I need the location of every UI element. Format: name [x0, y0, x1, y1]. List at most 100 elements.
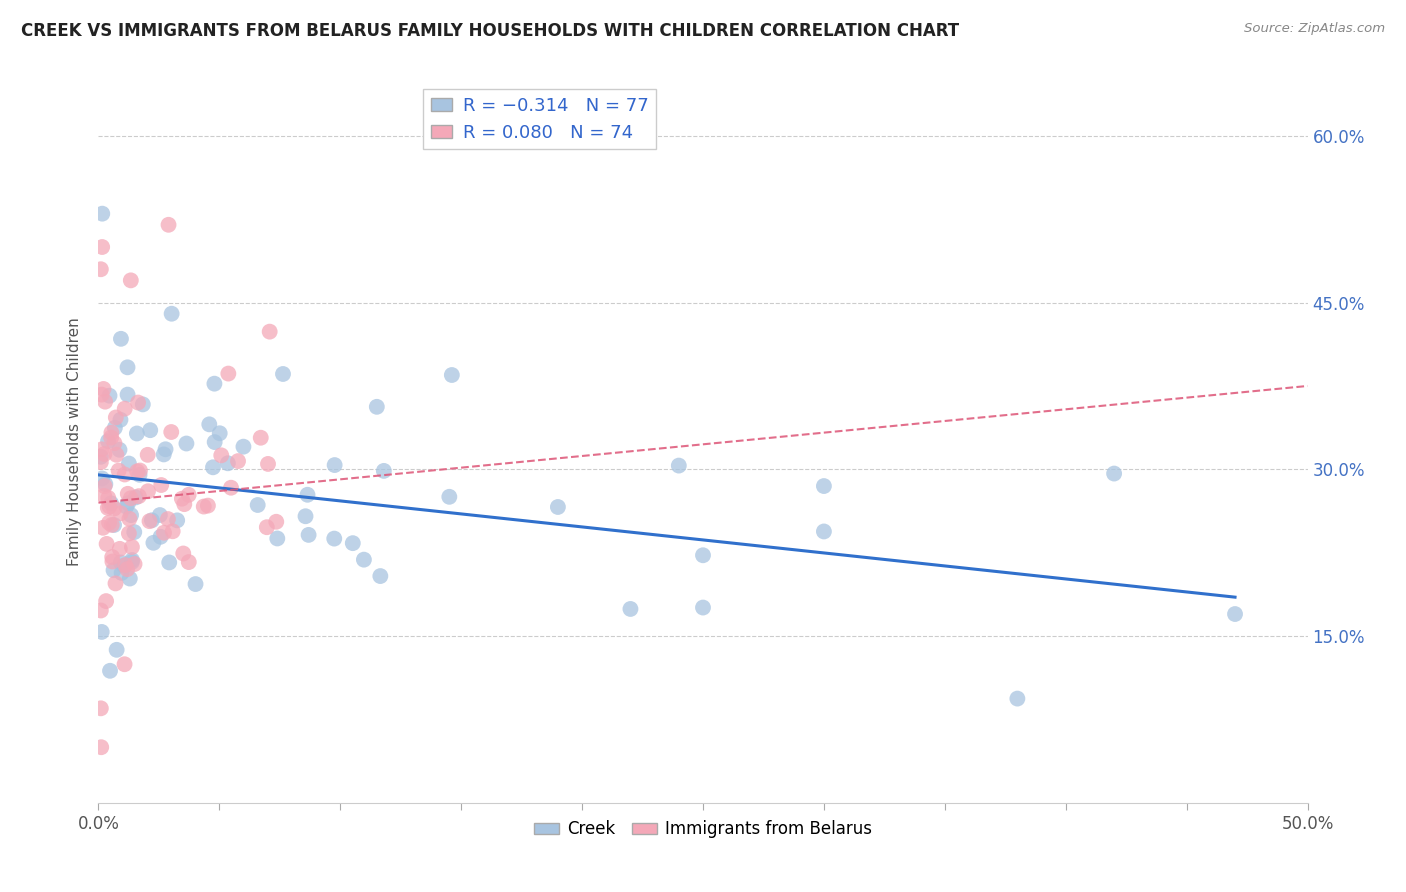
Point [172, 547, 194, 561]
Point [1102, 467, 1125, 481]
Point [114, 401, 136, 416]
Point [153, 525, 176, 540]
Point [91, 240, 114, 254]
Point [90, 740, 112, 755]
Point [103, 563, 125, 577]
Point [232, 440, 254, 454]
Point [209, 448, 232, 462]
Point [117, 496, 139, 510]
Point [110, 566, 132, 580]
Point [90, 603, 112, 617]
Point [94, 394, 117, 409]
Point [141, 513, 163, 527]
Point [98, 389, 121, 403]
Point [173, 497, 195, 511]
Point [118, 526, 141, 541]
Point [98, 516, 121, 530]
Point [112, 558, 135, 573]
Point [342, 536, 364, 550]
Point [107, 464, 129, 478]
Point [1007, 691, 1029, 706]
Point [120, 508, 142, 523]
Point [115, 500, 138, 514]
Point [104, 421, 127, 435]
Point [110, 413, 132, 427]
Point [201, 460, 224, 475]
Point [128, 489, 150, 503]
Point [177, 555, 200, 569]
Point [813, 479, 835, 493]
Point [121, 553, 143, 567]
Point [90, 262, 112, 277]
Point [197, 499, 219, 513]
Text: Source: ZipAtlas.com: Source: ZipAtlas.com [1244, 22, 1385, 36]
Point [101, 554, 124, 568]
Point [366, 400, 388, 414]
Point [155, 442, 177, 457]
Point [204, 376, 226, 391]
Point [91, 207, 114, 221]
Point [128, 467, 150, 482]
Point [176, 436, 198, 450]
Point [104, 410, 127, 425]
Point [813, 524, 835, 539]
Point [115, 562, 138, 576]
Point [125, 426, 148, 441]
Point [90, 450, 112, 464]
Point [160, 307, 183, 321]
Point [353, 552, 375, 566]
Point [103, 518, 125, 533]
Point [440, 368, 463, 382]
Point [105, 448, 128, 462]
Point [90, 624, 112, 639]
Point [692, 600, 714, 615]
Point [219, 481, 242, 495]
Point [142, 536, 165, 550]
Point [138, 514, 160, 528]
Point [103, 436, 125, 450]
Point [373, 464, 395, 478]
Point [101, 549, 124, 564]
Point [118, 572, 141, 586]
Y-axis label: Family Households with Children: Family Households with Children [67, 318, 83, 566]
Point [93, 479, 115, 493]
Point [96, 537, 118, 551]
Point [108, 541, 131, 556]
Point [156, 512, 179, 526]
Point [94, 594, 117, 608]
Point [132, 397, 155, 411]
Point [547, 500, 569, 514]
Point [160, 425, 183, 439]
Point [93, 447, 115, 461]
Point [91, 471, 114, 485]
Point [118, 512, 141, 526]
Point [94, 477, 117, 491]
Point [90, 455, 112, 469]
Point [150, 478, 173, 492]
Point [90, 387, 112, 401]
Point [152, 447, 174, 461]
Point [184, 577, 207, 591]
Point [166, 513, 188, 527]
Point [294, 509, 316, 524]
Point [323, 458, 346, 472]
Point [93, 382, 115, 396]
Point [90, 701, 112, 715]
Point [136, 448, 159, 462]
Point [97, 491, 120, 505]
Point [98, 664, 121, 678]
Point [91, 521, 114, 535]
Point [692, 548, 714, 562]
Point [226, 454, 249, 468]
Point [1223, 607, 1246, 621]
Legend: Creek, Immigrants from Belarus: Creek, Immigrants from Belarus [527, 814, 879, 845]
Point [110, 332, 132, 346]
Point [100, 425, 122, 440]
Point [170, 491, 193, 506]
Point [97, 500, 120, 515]
Point [118, 457, 141, 471]
Point [103, 501, 125, 516]
Point [139, 423, 162, 437]
Point [108, 442, 131, 457]
Point [120, 491, 142, 506]
